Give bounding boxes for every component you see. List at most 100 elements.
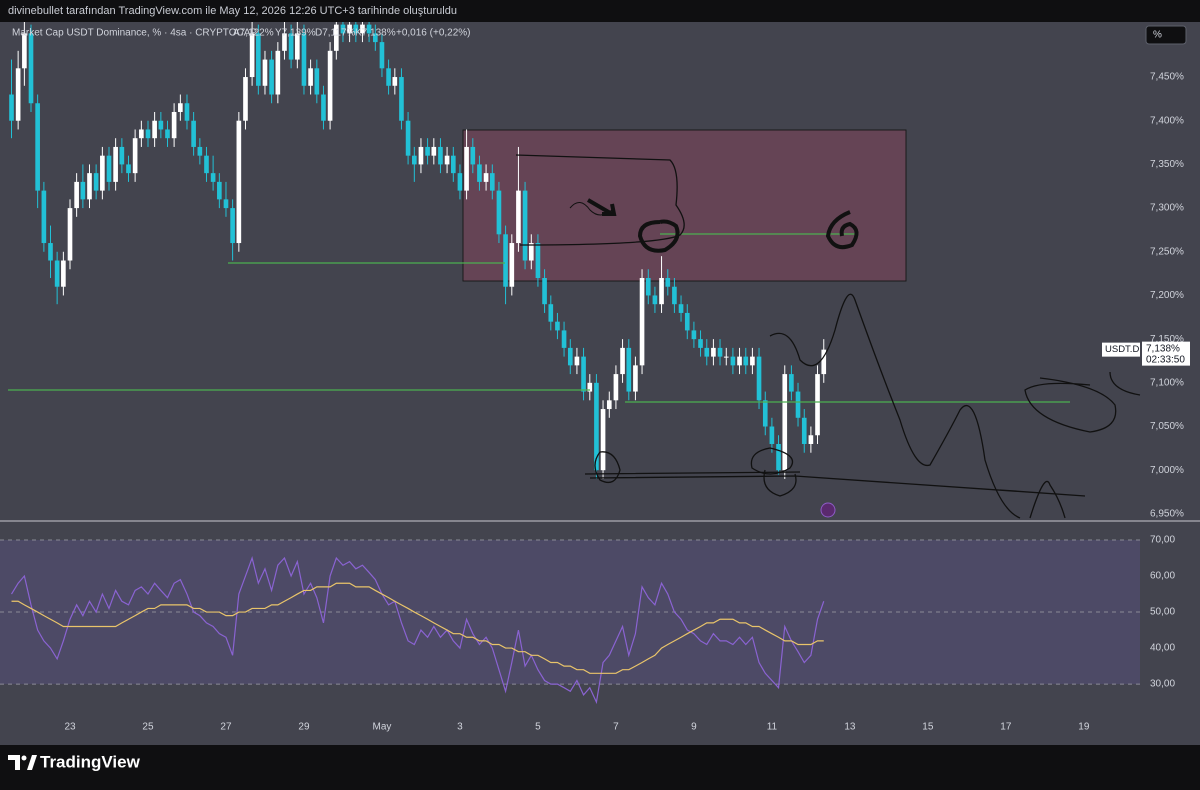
candle-body: [171, 111, 177, 139]
candle-body: [301, 33, 307, 86]
candle-body: [158, 120, 164, 130]
logo-mark: [8, 755, 20, 770]
ohlc-high: Y7,139%: [275, 28, 316, 39]
candle-body: [613, 374, 619, 401]
price-tag-price: 7,138%: [1146, 343, 1180, 354]
candle-body: [334, 24, 339, 51]
logo-mark: [21, 755, 27, 761]
y-tick-label: 40,00: [1150, 643, 1175, 654]
candle-body: [522, 190, 528, 261]
stroke: [594, 451, 621, 484]
candle-body: [425, 146, 430, 156]
brand-logo: [8, 755, 37, 770]
candle-body: [678, 304, 684, 313]
logo-mark: [27, 755, 37, 770]
candle-body: [594, 382, 599, 471]
candle-body: [717, 347, 723, 357]
candle-body: [659, 277, 664, 305]
candle-body: [665, 277, 671, 287]
candle-body: [737, 356, 742, 366]
x-tick-label: 7: [613, 722, 619, 733]
candle-body: [444, 155, 450, 165]
event-icon[interactable]: [820, 502, 836, 518]
candle-body: [606, 400, 612, 410]
y-tick-label: 7,450%: [1150, 72, 1184, 83]
stroke: [769, 293, 1066, 519]
arrow-stroke: [586, 198, 617, 216]
candle-body: [269, 59, 274, 95]
candle-body: [48, 243, 53, 261]
candle-body: [191, 120, 196, 147]
candle-body: [262, 59, 268, 86]
stroke: [750, 447, 797, 497]
candle-body: [106, 155, 112, 182]
y-tick-label: 7,300%: [1150, 203, 1184, 214]
ohlc-open: A7,122%: [233, 28, 274, 39]
candle-body: [249, 33, 255, 78]
candle-body: [360, 24, 365, 34]
candle-body: [87, 173, 92, 200]
candle-body: [477, 164, 482, 182]
price-tag-box: [1142, 341, 1190, 366]
candle-body: [581, 356, 586, 392]
price-pane: [9, 22, 827, 479]
candle-body: [743, 356, 749, 366]
x-tick-label: 25: [142, 722, 154, 733]
candle-body: [815, 374, 820, 436]
candle-body: [197, 146, 203, 156]
candle-body: [698, 339, 703, 348]
candle-body: [528, 243, 534, 261]
candle-body: [347, 24, 352, 34]
candle-body: [645, 277, 651, 296]
x-tick-label: 29: [298, 722, 310, 733]
y-tick-label: 7,000%: [1150, 465, 1184, 476]
candle-body: [704, 347, 710, 357]
ohlc-close: K7,138%: [355, 28, 396, 39]
candle-body: [470, 146, 476, 165]
candle-body: [288, 33, 294, 60]
candle-body: [821, 349, 827, 375]
candle-body: [223, 199, 229, 209]
candle-body: [762, 400, 768, 427]
candle-body: [756, 356, 762, 401]
candle-body: [496, 190, 502, 235]
candle-body: [373, 33, 378, 43]
freehand-strokes: [515, 154, 1141, 519]
candle-body: [152, 120, 157, 139]
candle-body: [67, 208, 73, 261]
candle-body: [600, 409, 606, 471]
candle-body: [567, 347, 573, 366]
candle-body: [535, 243, 541, 278]
candle-body: [652, 295, 658, 305]
candle-body: [340, 24, 346, 34]
candle-body: [230, 208, 235, 244]
stroke: [1024, 371, 1141, 433]
candle-body: [275, 50, 281, 95]
candle-body: [457, 173, 463, 191]
candle-body: [418, 146, 424, 165]
candle-body: [256, 33, 261, 86]
candle-body: [542, 277, 547, 305]
candle-body: [15, 68, 21, 121]
y-tick-label: 7,150%: [1150, 334, 1184, 345]
brand: TradingView: [40, 752, 141, 771]
candle-body: [314, 68, 320, 95]
candle-body: [35, 103, 40, 191]
candle-body: [100, 155, 105, 191]
candle-body: [548, 304, 554, 322]
scale-button[interactable]: [1145, 25, 1187, 45]
candle-body: [165, 129, 170, 139]
candle-body: [28, 33, 34, 104]
scale-button-label[interactable]: %: [1153, 30, 1162, 41]
candle-body: [41, 190, 47, 244]
candle-body: [308, 68, 313, 86]
candle-body: [633, 365, 638, 392]
candle-body: [22, 33, 27, 69]
candle-body: [379, 42, 385, 69]
candle-body: [353, 24, 359, 34]
candle-body: [684, 312, 690, 331]
candle-body: [366, 24, 372, 34]
candle-body: [204, 155, 209, 174]
x-tick-label: 27: [220, 722, 232, 733]
x-tick-label: 11: [767, 722, 778, 733]
